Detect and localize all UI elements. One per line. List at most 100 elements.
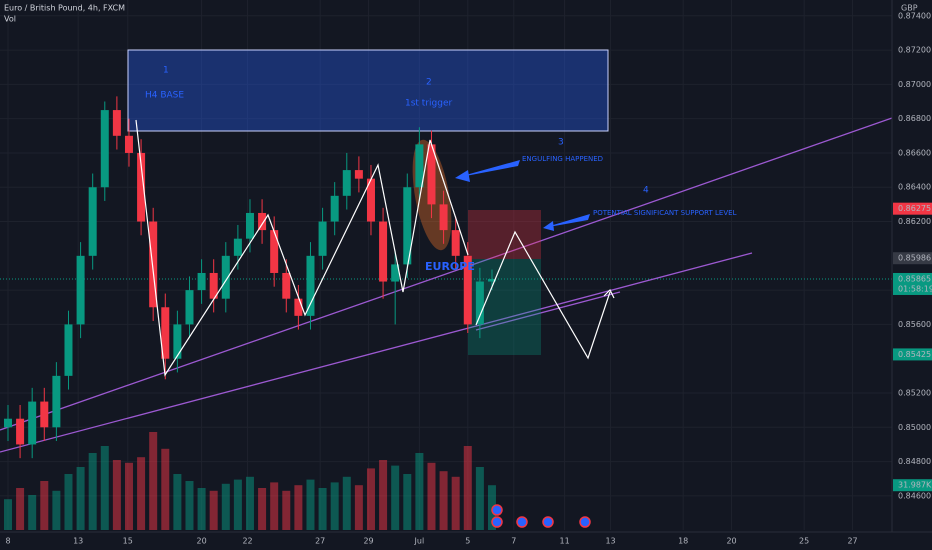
x-tick-label: 5 <box>465 537 470 546</box>
candle-body <box>282 272 291 299</box>
x-tick-label: 8 <box>5 537 10 546</box>
volume-bar <box>137 457 146 530</box>
price-tag-label: 0.85865 <box>898 274 931 283</box>
x-tick-label: 27 <box>315 537 325 546</box>
candle-body <box>112 110 121 136</box>
candle-body <box>233 238 242 256</box>
events <box>491 504 591 528</box>
candle-body <box>439 204 448 231</box>
candle-body <box>258 212 267 231</box>
volume-bar <box>318 488 327 530</box>
candle-body <box>379 221 388 282</box>
volume-bar <box>124 462 133 530</box>
zigzag[interactable] <box>135 119 469 377</box>
candle-body <box>221 255 230 299</box>
price-tag-label: 0.85986 <box>898 254 931 263</box>
volume-bar <box>354 485 363 530</box>
candle-body <box>137 152 146 222</box>
y-tick-label: 0.84600 <box>898 491 931 500</box>
candle-body <box>403 187 412 265</box>
candle-body <box>76 255 85 325</box>
trend-line[interactable] <box>475 291 621 331</box>
x-tick-label: 18 <box>678 537 688 546</box>
label: EUROPE <box>425 260 475 273</box>
y-tick-label: 0.86600 <box>898 148 931 157</box>
volume-bar <box>161 448 170 530</box>
volume-bar <box>451 476 460 530</box>
event-icon[interactable] <box>579 516 591 528</box>
volume-bar <box>149 432 158 530</box>
candle-body <box>427 144 436 205</box>
price-tag <box>893 202 932 215</box>
candle-body <box>306 255 315 316</box>
event-icon[interactable] <box>491 516 503 528</box>
candle-body <box>185 290 194 325</box>
candle-body <box>318 221 327 256</box>
x-tick-label: 20 <box>726 537 736 546</box>
candle-body <box>415 144 424 188</box>
stop-zone[interactable] <box>468 210 541 259</box>
candle-body <box>270 230 279 273</box>
label: 1st trigger <box>405 99 452 109</box>
volume-bar <box>16 488 25 530</box>
label: 2 <box>426 78 432 88</box>
volume-bar <box>463 446 472 530</box>
candle-body <box>173 324 182 359</box>
countdown: 01:58:19 <box>898 284 932 293</box>
event-icon[interactable] <box>542 516 554 528</box>
candle-body <box>88 187 97 256</box>
price-tag <box>893 252 932 265</box>
trend-line[interactable] <box>0 252 753 453</box>
candle-body <box>245 212 254 239</box>
price-tag <box>893 272 932 295</box>
x-tick-label: 20 <box>196 537 206 546</box>
x-tick-label: 27 <box>847 537 857 546</box>
projection[interactable] <box>475 230 611 360</box>
y-tick-label: 0.86400 <box>898 183 931 192</box>
y-tick-label: 0.85200 <box>898 388 931 397</box>
volume-bar <box>306 479 315 530</box>
candle-body <box>487 278 496 282</box>
volume-bar <box>100 446 109 530</box>
candle-body <box>161 307 170 359</box>
volume-bar <box>52 490 61 530</box>
trend-line[interactable] <box>0 117 893 431</box>
candle-body <box>475 281 484 325</box>
event-icon[interactable] <box>491 504 503 516</box>
price-tag <box>893 348 932 361</box>
volume-bar <box>185 481 194 530</box>
volume-bar <box>391 465 400 530</box>
base-box[interactable] <box>127 49 609 132</box>
volume-bar <box>475 467 484 530</box>
volume-bar <box>173 474 182 530</box>
x-tick-label: Jul <box>414 537 425 546</box>
volume-bar <box>330 482 339 530</box>
volume-bar <box>40 481 49 530</box>
volume-bar <box>76 467 85 530</box>
y-tick-label: 0.84800 <box>898 457 931 466</box>
x-tick-label: 29 <box>363 537 373 546</box>
currency: GBP <box>901 4 918 13</box>
y-tick-label: 0.86200 <box>898 217 931 226</box>
label: ENGULFING HAPPENED <box>522 155 603 163</box>
candle-body <box>391 264 400 282</box>
x-tick-label: 25 <box>799 537 809 546</box>
y-tick-label: 0.85000 <box>898 423 931 432</box>
candle-body <box>100 110 109 188</box>
candles <box>3 96 496 459</box>
volume-bar <box>28 495 37 530</box>
volume-bar <box>282 490 291 530</box>
volume-bar <box>342 476 351 530</box>
candle-body <box>366 178 375 222</box>
candle-body <box>342 170 351 196</box>
x-tick-label: 7 <box>511 537 516 546</box>
candle-body <box>197 272 206 291</box>
candle-body <box>3 418 12 428</box>
volume-bar <box>88 453 97 530</box>
y-tick-label: 0.87200 <box>898 46 931 55</box>
y-tick-label: 0.86800 <box>898 114 931 123</box>
event-icon[interactable] <box>516 516 528 528</box>
y-tick-label: 0.85600 <box>898 320 931 329</box>
candle-body <box>451 230 460 256</box>
